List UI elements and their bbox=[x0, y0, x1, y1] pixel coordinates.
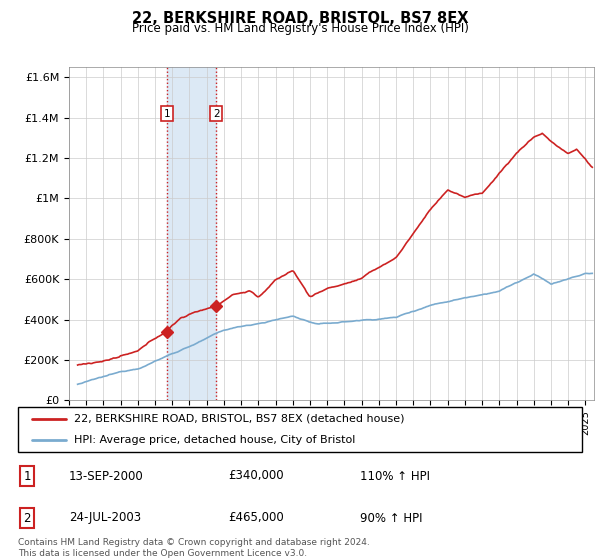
Text: 2: 2 bbox=[213, 109, 220, 119]
Text: 1: 1 bbox=[164, 109, 170, 119]
Text: £465,000: £465,000 bbox=[228, 511, 284, 525]
Text: 22, BERKSHIRE ROAD, BRISTOL, BS7 8EX (detached house): 22, BERKSHIRE ROAD, BRISTOL, BS7 8EX (de… bbox=[74, 414, 405, 424]
Text: HPI: Average price, detached house, City of Bristol: HPI: Average price, detached house, City… bbox=[74, 435, 356, 445]
Text: 90% ↑ HPI: 90% ↑ HPI bbox=[360, 511, 422, 525]
Text: Contains HM Land Registry data © Crown copyright and database right 2024.
This d: Contains HM Land Registry data © Crown c… bbox=[18, 538, 370, 558]
Bar bbox=[167, 67, 216, 400]
Text: £340,000: £340,000 bbox=[228, 469, 284, 483]
Text: 1: 1 bbox=[23, 469, 31, 483]
Text: 24-JUL-2003: 24-JUL-2003 bbox=[69, 511, 141, 525]
Text: 2: 2 bbox=[23, 511, 31, 525]
Text: 22, BERKSHIRE ROAD, BRISTOL, BS7 8EX: 22, BERKSHIRE ROAD, BRISTOL, BS7 8EX bbox=[132, 11, 468, 26]
Text: 13-SEP-2000: 13-SEP-2000 bbox=[69, 469, 144, 483]
Text: 110% ↑ HPI: 110% ↑ HPI bbox=[360, 469, 430, 483]
Text: Price paid vs. HM Land Registry's House Price Index (HPI): Price paid vs. HM Land Registry's House … bbox=[131, 22, 469, 35]
